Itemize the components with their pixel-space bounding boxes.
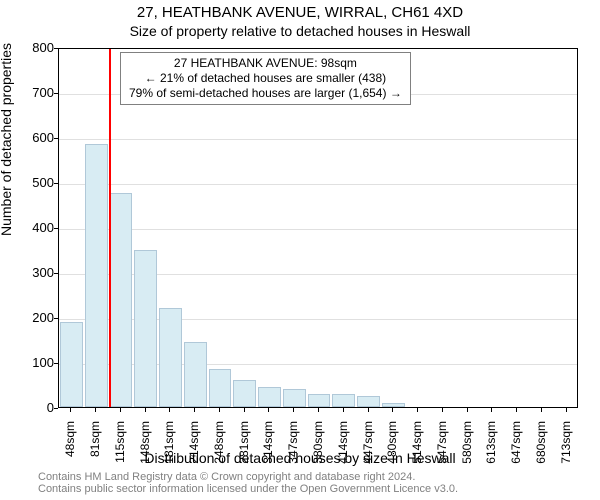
histogram-bar [184, 342, 207, 407]
ytick-label: 500 [14, 175, 54, 190]
histogram-bar [308, 394, 331, 408]
histogram-bar [233, 380, 256, 407]
callout-line1: 27 HEATHBANK AVENUE: 98sqm [129, 56, 402, 71]
callout-box: 27 HEATHBANK AVENUE: 98sqm ← 21% of deta… [120, 52, 411, 105]
histogram-bar [110, 193, 133, 407]
ytick-label: 200 [14, 310, 54, 325]
y-axis-label: Number of detached properties [0, 43, 14, 236]
ytick-label: 700 [14, 85, 54, 100]
histogram-bar [357, 396, 380, 407]
callout-line3: 79% of semi-detached houses are larger (… [129, 86, 402, 101]
footer-line2: Contains public sector information licen… [38, 483, 458, 496]
chart-container: 27, HEATHBANK AVENUE, WIRRAL, CH61 4XD S… [0, 0, 600, 500]
footer-line1: Contains HM Land Registry data © Crown c… [38, 471, 458, 484]
histogram-bar [283, 389, 306, 407]
histogram-bar [258, 387, 281, 407]
ytick-label: 400 [14, 220, 54, 235]
histogram-bar [382, 403, 405, 408]
chart-title-sub: Size of property relative to detached ho… [0, 23, 600, 39]
ytick-label: 600 [14, 130, 54, 145]
ytick-label: 0 [14, 400, 54, 415]
ytick-label: 300 [14, 265, 54, 280]
x-axis-label: Distribution of detached houses by size … [0, 450, 600, 466]
chart-title-main: 27, HEATHBANK AVENUE, WIRRAL, CH61 4XD [0, 4, 600, 21]
histogram-bar [209, 369, 232, 407]
histogram-bar [60, 322, 83, 408]
ytick-label: 100 [14, 355, 54, 370]
footer-attribution: Contains HM Land Registry data © Crown c… [38, 471, 458, 496]
ytick-label: 800 [14, 40, 54, 55]
callout-line2: ← 21% of detached houses are smaller (43… [129, 71, 402, 86]
histogram-bar [159, 308, 182, 407]
histogram-bar [85, 144, 108, 407]
histogram-bar [134, 250, 157, 408]
histogram-bar [332, 394, 355, 408]
